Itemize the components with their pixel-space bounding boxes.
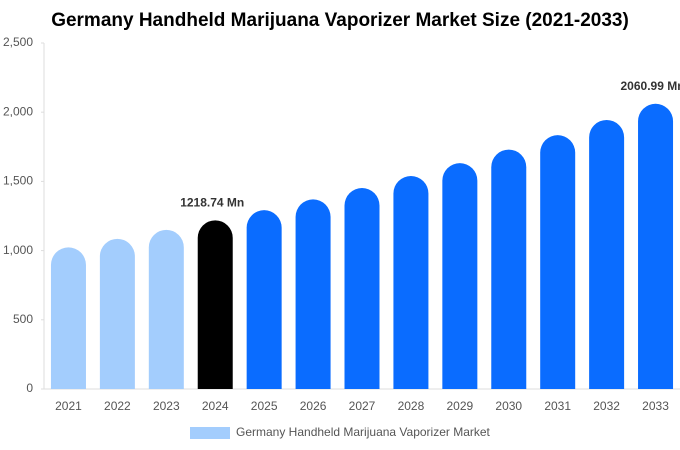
bar <box>393 176 429 389</box>
x-tick-label: 2026 <box>300 399 327 413</box>
bar <box>295 199 331 389</box>
legend-label: Germany Handheld Marijuana Vaporizer Mar… <box>236 425 491 439</box>
y-tick-label: 2,000 <box>3 104 33 118</box>
bar <box>148 229 184 389</box>
chart-title: Germany Handheld Marijuana Vaporizer Mar… <box>51 10 629 31</box>
x-tick-label: 2023 <box>153 399 180 413</box>
bar <box>50 247 86 389</box>
legend-swatch <box>190 427 230 439</box>
bar <box>197 220 233 389</box>
bar <box>99 238 135 389</box>
x-tick-label: 2032 <box>593 399 620 413</box>
x-tick-label: 2031 <box>544 399 571 413</box>
x-tick-label: 2022 <box>104 399 131 413</box>
data-label: 2060.99 Mn <box>621 79 680 93</box>
x-tick-label: 2021 <box>55 399 82 413</box>
bar <box>638 103 674 389</box>
y-tick-label: 0 <box>26 381 33 395</box>
data-label: 1218.74 Mn <box>180 195 244 209</box>
y-tick-label: 1,500 <box>3 174 33 188</box>
bar <box>491 149 527 389</box>
x-tick-label: 2027 <box>349 399 376 413</box>
bar <box>589 119 625 390</box>
x-tick-label: 2024 <box>202 399 229 413</box>
x-tick-label: 2025 <box>251 399 278 413</box>
y-tick-label: 1,000 <box>3 243 33 257</box>
bar <box>344 188 380 389</box>
x-tick-label: 2028 <box>398 399 425 413</box>
bar <box>246 210 282 389</box>
bar <box>540 135 576 389</box>
x-tick-label: 2030 <box>495 399 522 413</box>
bar <box>442 163 478 389</box>
x-tick-label: 2029 <box>446 399 473 413</box>
y-tick-label: 500 <box>13 312 33 326</box>
y-tick-label: 2,500 <box>3 35 33 49</box>
x-tick-label: 2033 <box>642 399 669 413</box>
